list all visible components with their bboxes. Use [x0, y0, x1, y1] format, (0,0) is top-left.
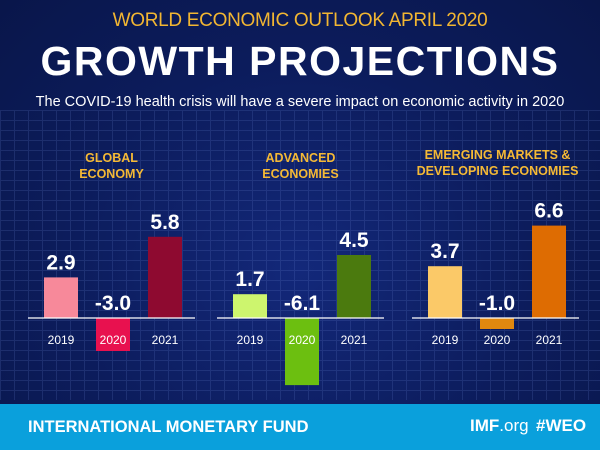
subtitle: The COVID-19 health crisis will have a s… [35, 94, 565, 110]
bar [532, 225, 566, 318]
year-label: 2019 [432, 333, 459, 347]
page-title: GROWTH PROJECTIONS [40, 38, 560, 84]
year-label: 2021 [152, 333, 179, 347]
title-line: EMERGING MARKETS & [424, 148, 571, 162]
value-label: -3.0 [95, 292, 131, 315]
bar [337, 255, 371, 318]
title-line: ECONOMY [79, 167, 144, 181]
value-label: 2.9 [46, 251, 75, 274]
year-label: 2021 [341, 333, 368, 347]
group-title-advanced: ADVANCED ECONOMIES [217, 150, 384, 182]
year-label: 2020 [100, 333, 127, 347]
title-line: DEVELOPING ECONOMIES [416, 164, 579, 178]
kicker: WORLD ECONOMIC OUTLOOK APRIL 2020 [112, 10, 488, 31]
year-label: 2020 [484, 333, 511, 347]
title-line: GLOBAL [85, 151, 138, 165]
value-label: 3.7 [430, 240, 459, 263]
value-label: 4.5 [339, 229, 369, 252]
bar [233, 294, 267, 318]
group-title-global: GLOBAL ECONOMY [28, 150, 195, 182]
bar [44, 277, 78, 318]
value-label: 1.7 [235, 268, 264, 291]
bar [285, 318, 319, 386]
bar [480, 318, 514, 329]
title-line: ECONOMIES [262, 167, 339, 181]
imf-name: INTERNATIONAL MONETARY FUND [28, 418, 309, 436]
hashtag[interactable]: #WEO [536, 416, 587, 435]
bar [148, 236, 182, 318]
year-label: 2021 [536, 333, 563, 347]
bar [96, 318, 130, 351]
year-label: 2019 [237, 333, 264, 347]
year-label: 2020 [289, 333, 316, 347]
group-title-emerging: EMERGING MARKETS & DEVELOPING ECONOMIES [405, 147, 590, 179]
year-label: 2019 [48, 333, 75, 347]
value-label: 6.6 [534, 200, 563, 223]
imf-website-link[interactable]: IMF.org [470, 416, 529, 436]
site-main: IMF [470, 416, 500, 435]
footer: INTERNATIONAL MONETARY FUND IMF.org #WEO [0, 404, 600, 450]
value-label: 5.8 [150, 211, 180, 234]
value-label: -1.0 [479, 292, 515, 315]
site-tld: .org [499, 416, 529, 435]
bar [428, 266, 462, 318]
title-line: ADVANCED [265, 151, 336, 165]
value-label: -6.1 [284, 292, 321, 315]
